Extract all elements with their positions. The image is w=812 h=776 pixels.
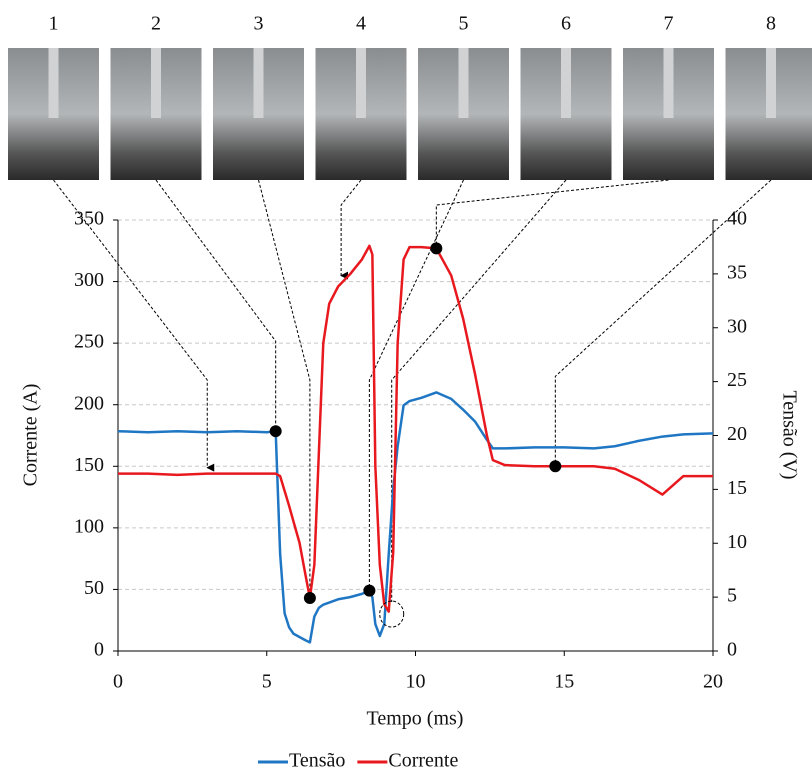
photo-label: 5 [459, 13, 469, 35]
annotation-dot [363, 584, 376, 597]
annotation-line [258, 179, 311, 599]
x-axis-title: Tempo (ms) [367, 708, 464, 730]
annotation-line [340, 179, 362, 280]
annotation-dot [269, 425, 282, 438]
photo-electrode [253, 48, 264, 118]
annotation-line [554, 179, 772, 467]
annotation-dot [549, 460, 562, 473]
y2-tick-label: 5 [727, 585, 737, 607]
y-tick-label: 150 [74, 454, 104, 476]
y2-tick-label: 20 [727, 423, 747, 445]
photo-label: 6 [561, 13, 571, 35]
photo-electrode [151, 48, 161, 118]
annotation-line [53, 179, 215, 472]
y2-tick-label: 35 [727, 261, 747, 283]
annotation-line [368, 179, 464, 591]
y-tick-label: 200 [74, 392, 104, 414]
annotation-dot [303, 592, 316, 605]
y2-tick-label: 25 [727, 369, 747, 391]
photo-electrode [561, 48, 571, 118]
photo-electrode [458, 48, 469, 118]
photo-label: 3 [254, 13, 264, 35]
photo-label: 8 [766, 13, 776, 35]
x-tick-label: 20 [703, 671, 723, 693]
y-tick-label: 50 [84, 577, 104, 599]
annotation-dot [430, 242, 443, 255]
annotation-line [435, 179, 669, 249]
y-tick-label: 0 [94, 639, 104, 661]
photo-electrode [766, 48, 776, 118]
series-line [118, 244, 713, 613]
y2-tick-label: 10 [727, 531, 747, 553]
photo-label: 4 [356, 13, 366, 35]
y2-tick-label: 15 [727, 477, 747, 499]
y2-tick-label: 30 [727, 315, 747, 337]
photo-label: 1 [49, 13, 59, 35]
photo-label: 2 [151, 13, 161, 35]
y-tick-label: 100 [74, 515, 104, 537]
photo-electrode [663, 48, 674, 118]
y2-axis-title: Tensão (V) [778, 390, 800, 479]
legend-label: Corrente [388, 750, 458, 772]
y-axis-title: Corrente (A) [20, 384, 42, 487]
y-tick-label: 350 [74, 208, 104, 230]
series-line [117, 391, 714, 644]
photo-label: 7 [664, 13, 674, 35]
x-tick-label: 10 [406, 671, 426, 693]
y2-tick-label: 40 [727, 208, 747, 230]
photo-electrode [356, 48, 366, 118]
annotation-line [155, 179, 277, 432]
photo-electrode [48, 48, 59, 118]
y-tick-label: 250 [74, 331, 104, 353]
y2-tick-label: 0 [727, 639, 737, 661]
annotation-line [391, 179, 567, 603]
y-tick-label: 300 [74, 269, 104, 291]
x-tick-label: 0 [113, 671, 123, 693]
x-tick-label: 5 [262, 671, 272, 693]
annotation-circle [379, 600, 405, 628]
x-tick-label: 15 [554, 671, 574, 693]
legend-label: Tensão [289, 750, 345, 772]
